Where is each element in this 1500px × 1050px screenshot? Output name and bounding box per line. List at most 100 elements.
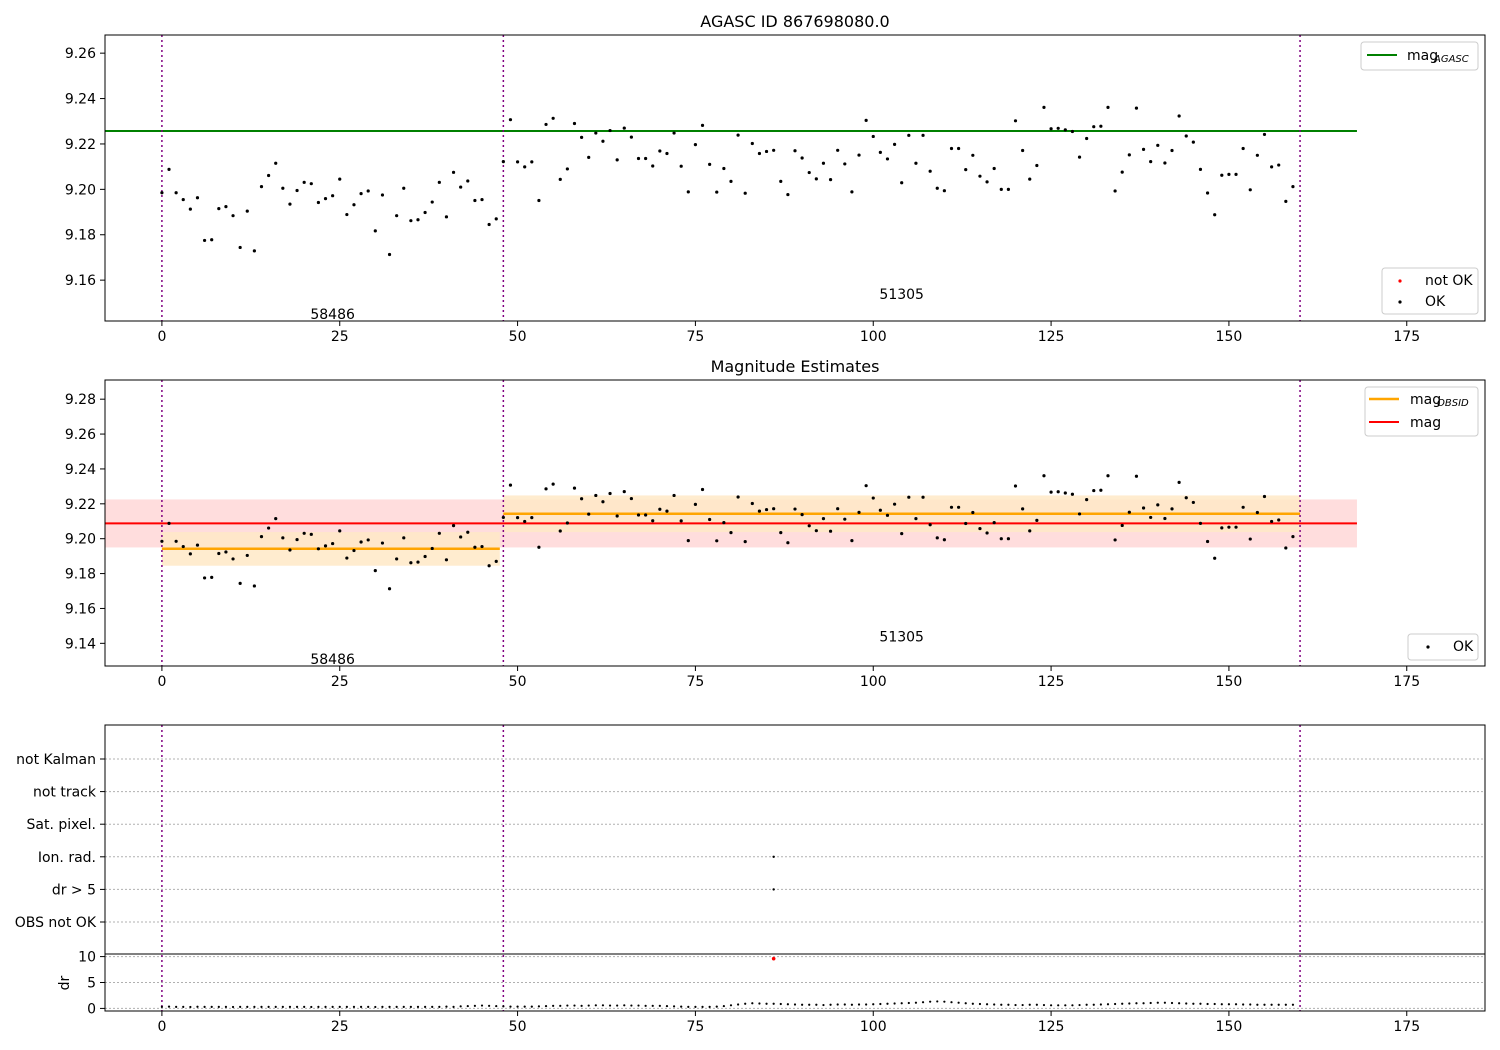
dr-point	[452, 1005, 455, 1008]
dr-point	[950, 1001, 953, 1004]
ok-point	[821, 161, 826, 165]
ok-point	[942, 538, 946, 542]
ok-point	[494, 559, 498, 563]
ok-point	[715, 190, 719, 194]
ok-point	[373, 229, 377, 233]
dr-point	[722, 1004, 725, 1008]
ok-point	[323, 197, 328, 201]
ok-point	[1006, 537, 1011, 541]
ok-point	[1099, 124, 1103, 128]
ok-point	[245, 209, 249, 213]
x-tick-label: 150	[1216, 674, 1243, 690]
ok-point	[679, 164, 683, 168]
magnitude-ticks: 0 25 50 75 100 125 150 175 9.14 9.16 9.18 9.20 9.22 9…	[65, 392, 1420, 690]
ok-point	[1156, 503, 1160, 507]
ok-point	[1134, 106, 1139, 110]
ok-point	[572, 486, 577, 490]
ok-point	[338, 529, 342, 533]
legend-swatch-not-ok	[1398, 279, 1402, 283]
ok-point	[373, 569, 377, 573]
ok-point	[772, 148, 776, 152]
dr-point	[623, 1004, 626, 1007]
dr-point	[374, 1005, 377, 1009]
dr-point	[416, 1005, 420, 1008]
ok-point	[658, 149, 662, 153]
ok-point	[793, 149, 797, 153]
dr-point	[865, 1003, 868, 1006]
ok-point	[964, 168, 968, 172]
ok-point	[608, 491, 612, 496]
ok-point	[345, 556, 349, 560]
ok-point	[523, 165, 527, 169]
flag-point	[772, 888, 775, 891]
ok-point	[587, 512, 591, 516]
ok-point	[231, 214, 235, 218]
y-tick-label: 9.24	[65, 92, 96, 108]
dr-point	[160, 1005, 164, 1008]
dr-point	[1092, 1003, 1095, 1006]
ok-point	[288, 202, 292, 206]
dr-point	[644, 1004, 647, 1007]
ok-point	[871, 496, 875, 500]
ok-point	[238, 245, 242, 250]
dr-point	[694, 1005, 697, 1008]
ok-point	[224, 550, 228, 554]
ok-point	[1163, 516, 1167, 521]
ok-point	[708, 162, 712, 166]
ok-point	[843, 162, 847, 166]
ok-point	[501, 515, 505, 520]
dr-point	[1242, 1003, 1245, 1006]
ok-point	[1191, 500, 1195, 505]
ok-point	[722, 521, 726, 525]
ok-point	[885, 513, 890, 517]
dr-point	[189, 1005, 192, 1009]
ok-point	[530, 160, 534, 164]
dr-point	[182, 1005, 185, 1008]
dr-point	[409, 1005, 412, 1008]
ok-point	[1127, 510, 1131, 514]
ok-point	[1085, 498, 1089, 502]
dr-point	[530, 1005, 533, 1008]
x-tick-label: 25	[331, 674, 349, 690]
x-tick-label: 50	[509, 329, 527, 345]
ok-point	[1028, 177, 1032, 181]
ok-point	[174, 191, 178, 195]
ok-point	[1291, 535, 1295, 539]
x-tick-label: 25	[331, 329, 349, 345]
dr-tick-label: 5	[87, 976, 96, 992]
ok-point	[544, 487, 548, 491]
ok-point	[1205, 191, 1210, 195]
ok-point	[252, 249, 256, 253]
legend-label-mag: mag	[1407, 48, 1438, 64]
ok-point	[466, 530, 470, 534]
ok-point	[1035, 518, 1039, 522]
agasc-legend-lines: mag AGASC	[1360, 41, 1479, 71]
ok-point	[1291, 185, 1295, 189]
dr-point	[879, 1002, 882, 1006]
ok-point	[622, 490, 626, 494]
ok-point	[971, 153, 975, 157]
dr-point	[993, 1003, 996, 1006]
dr-point	[914, 1001, 918, 1004]
dr-point	[1014, 1003, 1017, 1007]
ok-point	[878, 508, 882, 512]
ok-point	[267, 526, 271, 530]
dr-point	[338, 1005, 341, 1008]
ok-point	[843, 517, 847, 521]
y-tick-label: 9.22	[65, 497, 96, 513]
legend-label-mag-obsid: mag	[1410, 392, 1441, 408]
ok-point	[1056, 126, 1060, 130]
ok-point	[658, 507, 662, 511]
dr-point	[829, 1003, 832, 1006]
ok-point	[1042, 105, 1046, 110]
obsid-label: 58486	[310, 652, 355, 668]
ok-point	[679, 519, 683, 523]
ok-point	[181, 197, 185, 202]
dr-tick-label: 10	[78, 950, 96, 966]
flag-label: Sat. pixel.	[27, 817, 96, 833]
dr-point	[324, 1005, 327, 1008]
dr-point	[559, 1004, 562, 1007]
agasc-ticks: 0 25 50 75 100 125 150 175 9.16 9.18 9.20 9.22 9.24 9…	[65, 46, 1420, 345]
ok-point	[1269, 519, 1274, 524]
ok-point	[871, 134, 875, 139]
